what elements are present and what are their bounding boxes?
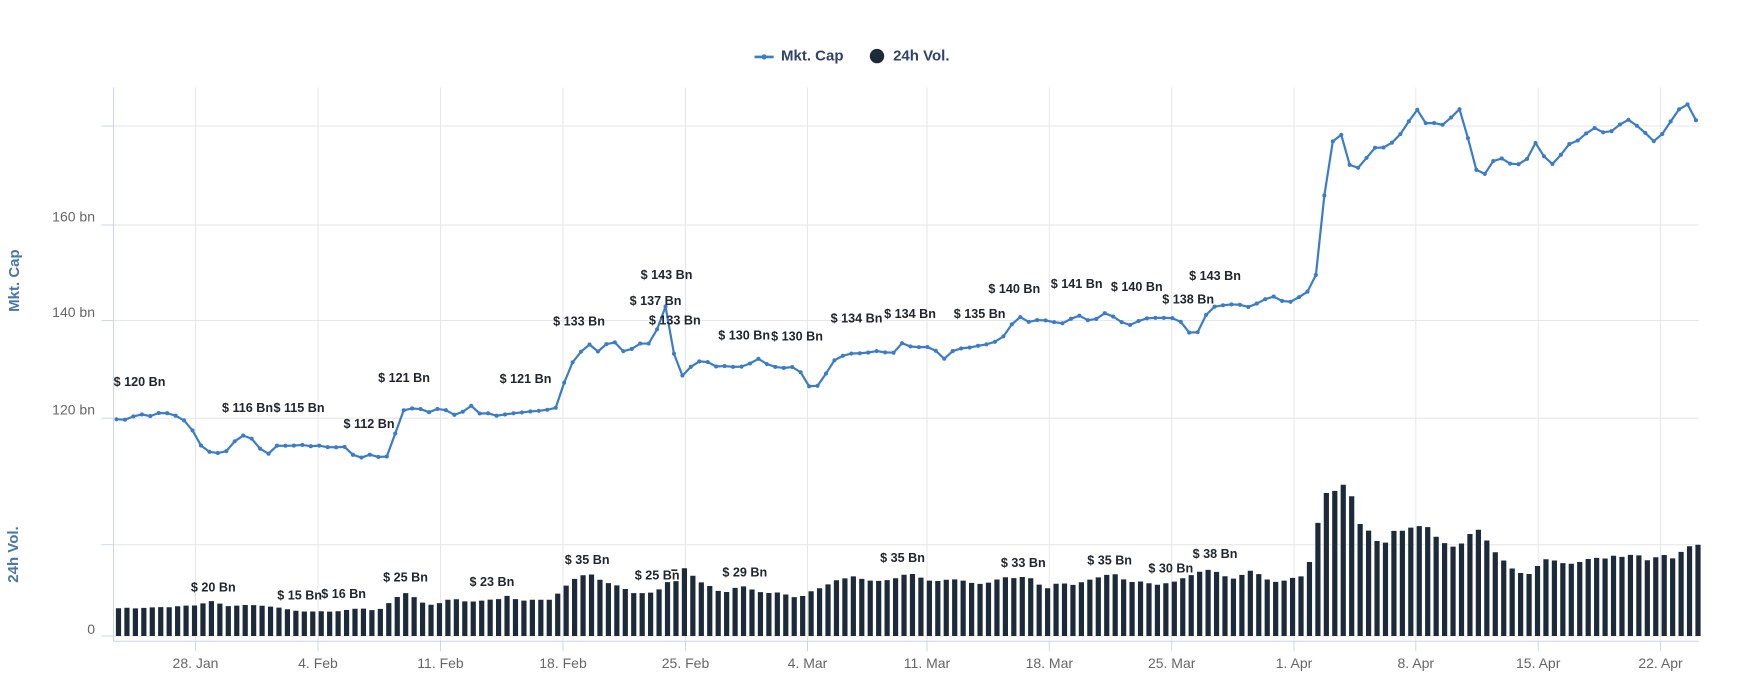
svg-text:Mkt. Cap: Mkt. Cap: [6, 249, 23, 312]
svg-text:11. Mar: 11. Mar: [904, 655, 951, 671]
svg-text:$ 141 Bn: $ 141 Bn: [1051, 277, 1103, 291]
svg-text:11. Feb: 11. Feb: [417, 655, 464, 671]
svg-text:$ 25 Bn: $ 25 Bn: [383, 571, 428, 585]
svg-text:24h Vol.: 24h Vol.: [893, 48, 949, 65]
svg-text:140 bn: 140 bn: [52, 304, 95, 320]
svg-text:0: 0: [87, 621, 95, 637]
svg-text:25. Feb: 25. Feb: [662, 655, 710, 671]
svg-text:$ 15 Bn: $ 15 Bn: [277, 588, 322, 602]
svg-text:24h Vol.: 24h Vol.: [5, 526, 22, 582]
svg-text:$ 130 Bn: $ 130 Bn: [771, 329, 823, 343]
svg-text:$ 20 Bn: $ 20 Bn: [191, 580, 236, 594]
svg-text:$ 143 Bn: $ 143 Bn: [641, 268, 693, 282]
svg-text:$ 130 Bn: $ 130 Bn: [718, 329, 770, 343]
svg-text:$ 133 Bn: $ 133 Bn: [649, 314, 701, 328]
svg-text:$ 112 Bn: $ 112 Bn: [343, 417, 394, 431]
svg-text:$ 35 Bn: $ 35 Bn: [565, 553, 610, 567]
svg-text:$ 29 Bn: $ 29 Bn: [722, 565, 767, 579]
svg-text:120 bn: 120 bn: [52, 402, 95, 418]
svg-text:$ 23 Bn: $ 23 Bn: [469, 575, 514, 589]
svg-text:$ 140 Bn: $ 140 Bn: [1111, 280, 1163, 294]
svg-text:$ 140 Bn: $ 140 Bn: [988, 282, 1040, 296]
svg-text:$ 133 Bn: $ 133 Bn: [553, 314, 605, 328]
svg-text:$ 121 Bn: $ 121 Bn: [378, 371, 430, 385]
svg-text:$ 35 Bn: $ 35 Bn: [880, 551, 925, 565]
svg-text:$ 116 Bn: $ 116 Bn: [222, 401, 273, 415]
svg-text:18. Feb: 18. Feb: [539, 655, 587, 671]
svg-text:$ 38 Bn: $ 38 Bn: [1193, 547, 1238, 561]
svg-text:$ 35 Bn: $ 35 Bn: [1087, 553, 1132, 567]
svg-text:$ 115 Bn: $ 115 Bn: [273, 401, 324, 415]
svg-text:4. Feb: 4. Feb: [298, 655, 338, 671]
svg-text:8. Apr: 8. Apr: [1398, 655, 1435, 671]
svg-text:$ 33 Bn: $ 33 Bn: [1001, 556, 1046, 570]
svg-text:$ 135 Bn: $ 135 Bn: [954, 307, 1006, 321]
svg-text:$ 25 Bn: $ 25 Bn: [635, 568, 680, 582]
svg-text:$ 143 Bn: $ 143 Bn: [1189, 269, 1241, 283]
svg-text:$ 138 Bn: $ 138 Bn: [1162, 293, 1214, 307]
svg-text:$ 137 Bn: $ 137 Bn: [630, 294, 682, 308]
svg-text:160 bn: 160 bn: [52, 209, 95, 225]
svg-text:$ 16 Bn: $ 16 Bn: [321, 587, 366, 601]
svg-text:$ 134 Bn: $ 134 Bn: [831, 312, 883, 326]
svg-text:$ 120 Bn: $ 120 Bn: [114, 375, 166, 389]
svg-text:4. Mar: 4. Mar: [788, 655, 828, 671]
svg-text:18. Mar: 18. Mar: [1026, 655, 1074, 671]
svg-text:22. Apr: 22. Apr: [1638, 655, 1683, 671]
svg-text:$ 134 Bn: $ 134 Bn: [884, 307, 936, 321]
svg-text:$ 30 Bn: $ 30 Bn: [1148, 562, 1193, 576]
svg-text:15. Apr: 15. Apr: [1516, 655, 1561, 671]
svg-text:1. Apr: 1. Apr: [1276, 655, 1313, 671]
svg-text:25. Mar: 25. Mar: [1148, 655, 1196, 671]
svg-text:28. Jan: 28. Jan: [173, 655, 219, 671]
svg-text:Mkt. Cap: Mkt. Cap: [781, 48, 844, 65]
svg-text:$ 121 Bn: $ 121 Bn: [500, 372, 552, 386]
